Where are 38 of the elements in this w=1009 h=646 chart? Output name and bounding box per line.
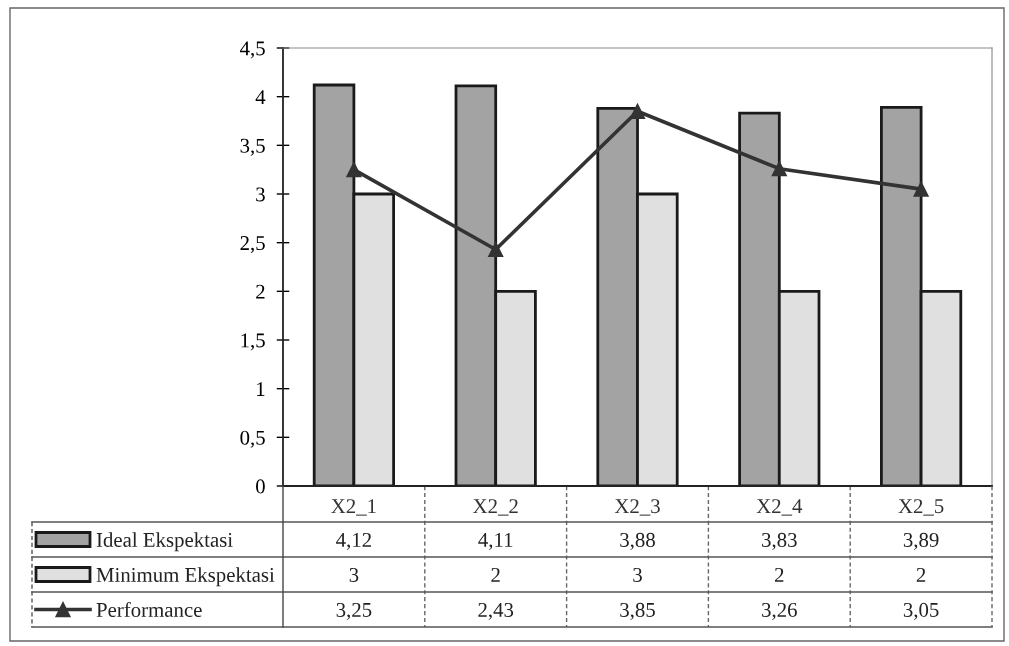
point [629, 103, 646, 119]
y-tick-label: 2,5 [240, 236, 265, 254]
point [771, 161, 787, 177]
y-tick-label: 1,5 [241, 333, 265, 351]
data-label: 3 [633, 567, 642, 582]
x-tick-label: X2_1 [331, 499, 376, 516]
point [346, 162, 362, 178]
data-label: 2 [775, 567, 784, 582]
legend-label: Performance [96, 602, 202, 617]
data-label: 3,25 [336, 602, 372, 620]
legend-label: Minimum Ekspektasi [96, 567, 275, 587]
data-label: 3,26 [762, 602, 797, 620]
y-tick-label: 3 [256, 187, 265, 202]
y-tick-label: 4,5 [240, 41, 265, 59]
data-label: 2 [916, 567, 926, 582]
data-label: 3,05 [903, 602, 939, 620]
point [488, 241, 504, 258]
point [913, 181, 929, 197]
y-tick-label: 1 [257, 382, 265, 396]
legend-label: Ideal Ekspektasi [96, 532, 233, 552]
x-tick-label: X2_5 [898, 499, 944, 516]
y-tick-label: 0 [256, 479, 265, 494]
data-label: 4,11 [478, 532, 513, 550]
x-tick-label: X2_3 [614, 499, 660, 516]
data-label: 2,43 [478, 602, 514, 620]
y-tick-label: 4 [255, 90, 266, 104]
data-label: 3,88 [620, 532, 655, 550]
data-label: 3,85 [620, 602, 655, 620]
data-label: 3,89 [903, 532, 939, 550]
x-tick-label: X2_4 [756, 499, 803, 516]
y-tick-label: 0,5 [240, 430, 265, 448]
data-label: 2 [491, 567, 500, 582]
y-tick-label: 3,5 [240, 138, 265, 156]
y-tick-label: 2 [256, 284, 265, 299]
x-tick-label: X2_2 [473, 499, 518, 516]
data-label: 3,83 [762, 532, 797, 550]
data-label: 3 [349, 567, 359, 582]
data-label: 4,12 [336, 532, 371, 550]
